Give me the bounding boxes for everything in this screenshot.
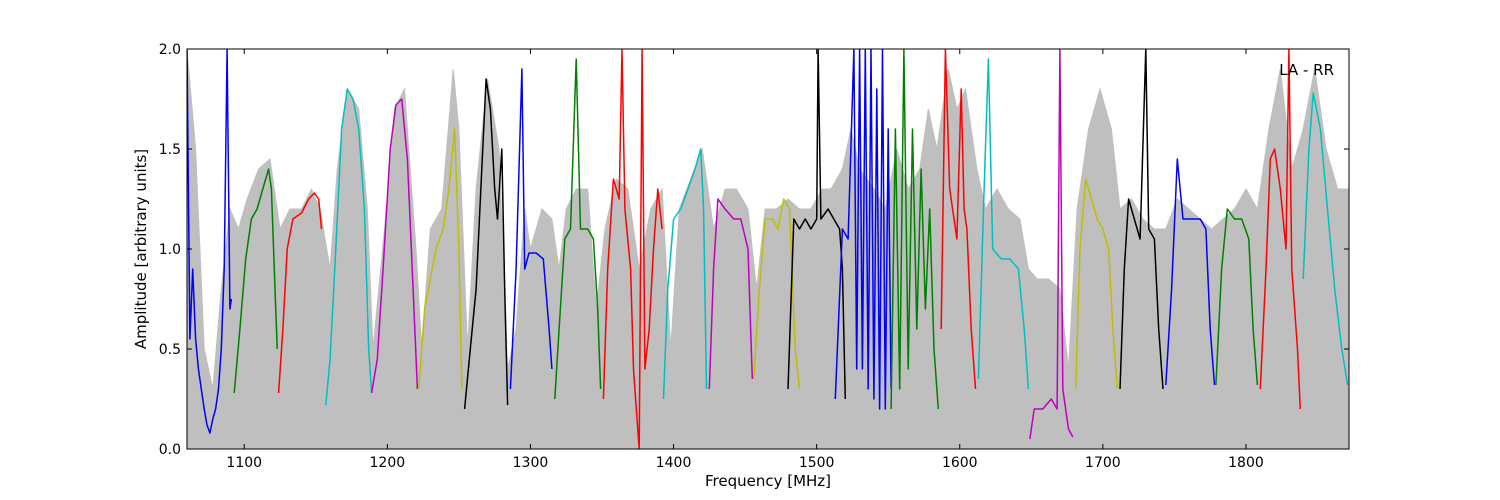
series-line-1 <box>187 49 233 434</box>
x-tick-label: 1300 <box>513 455 549 471</box>
x-tick-label: 1200 <box>370 455 406 471</box>
y-tick-label: 0.5 <box>159 342 181 358</box>
series-line-3 <box>277 192 323 394</box>
series-line-4 <box>325 88 373 406</box>
series-line-19 <box>1029 49 1074 440</box>
series-line-9 <box>554 58 602 400</box>
y-axis-title: Amplitude [arbitrary units] <box>132 149 150 349</box>
panel-annotation: LA - RR <box>1279 61 1334 79</box>
x-tick-label: 1100 <box>226 455 262 471</box>
series-line-2 <box>233 168 278 394</box>
series-line-6 <box>418 128 463 390</box>
series-line-12 <box>708 198 754 390</box>
y-tick-label: 1.0 <box>159 242 181 258</box>
x-tick-label: 1600 <box>942 455 978 471</box>
series-layer <box>187 49 1349 449</box>
series-line-17 <box>940 49 977 390</box>
series-line-10 <box>602 49 663 449</box>
series-line-13 <box>752 198 801 390</box>
series-line-22 <box>1165 158 1216 386</box>
series-line-25 <box>1302 92 1349 386</box>
series-line-15 <box>834 49 892 410</box>
x-tick-label: 1700 <box>1085 455 1121 471</box>
series-line-16 <box>890 49 940 410</box>
y-tick-label: 0.0 <box>159 442 181 458</box>
y-tick-label: 2.0 <box>159 42 181 58</box>
x-axis-title: Frequency [MHz] <box>705 472 831 490</box>
series-line-18 <box>977 58 1030 390</box>
series-line-7 <box>463 78 509 410</box>
series-line-14 <box>787 49 847 400</box>
series-line-11 <box>662 148 708 400</box>
axis-ticks: 1100 1200 1300 1400 1500 1600 1700 1800 0.0 0.5 1.… <box>159 42 1349 471</box>
x-tick-label: 1500 <box>799 455 835 471</box>
series-line-23 <box>1215 208 1259 386</box>
series-line-8 <box>509 68 553 390</box>
series-line-5 <box>370 98 419 394</box>
series-line-24 <box>1259 49 1302 410</box>
series-line-20 <box>1074 178 1118 390</box>
series-line-21 <box>1119 49 1164 390</box>
x-tick-label: 1400 <box>656 455 692 471</box>
y-tick-label: 1.5 <box>159 142 181 158</box>
x-tick-label: 1800 <box>1228 455 1264 471</box>
